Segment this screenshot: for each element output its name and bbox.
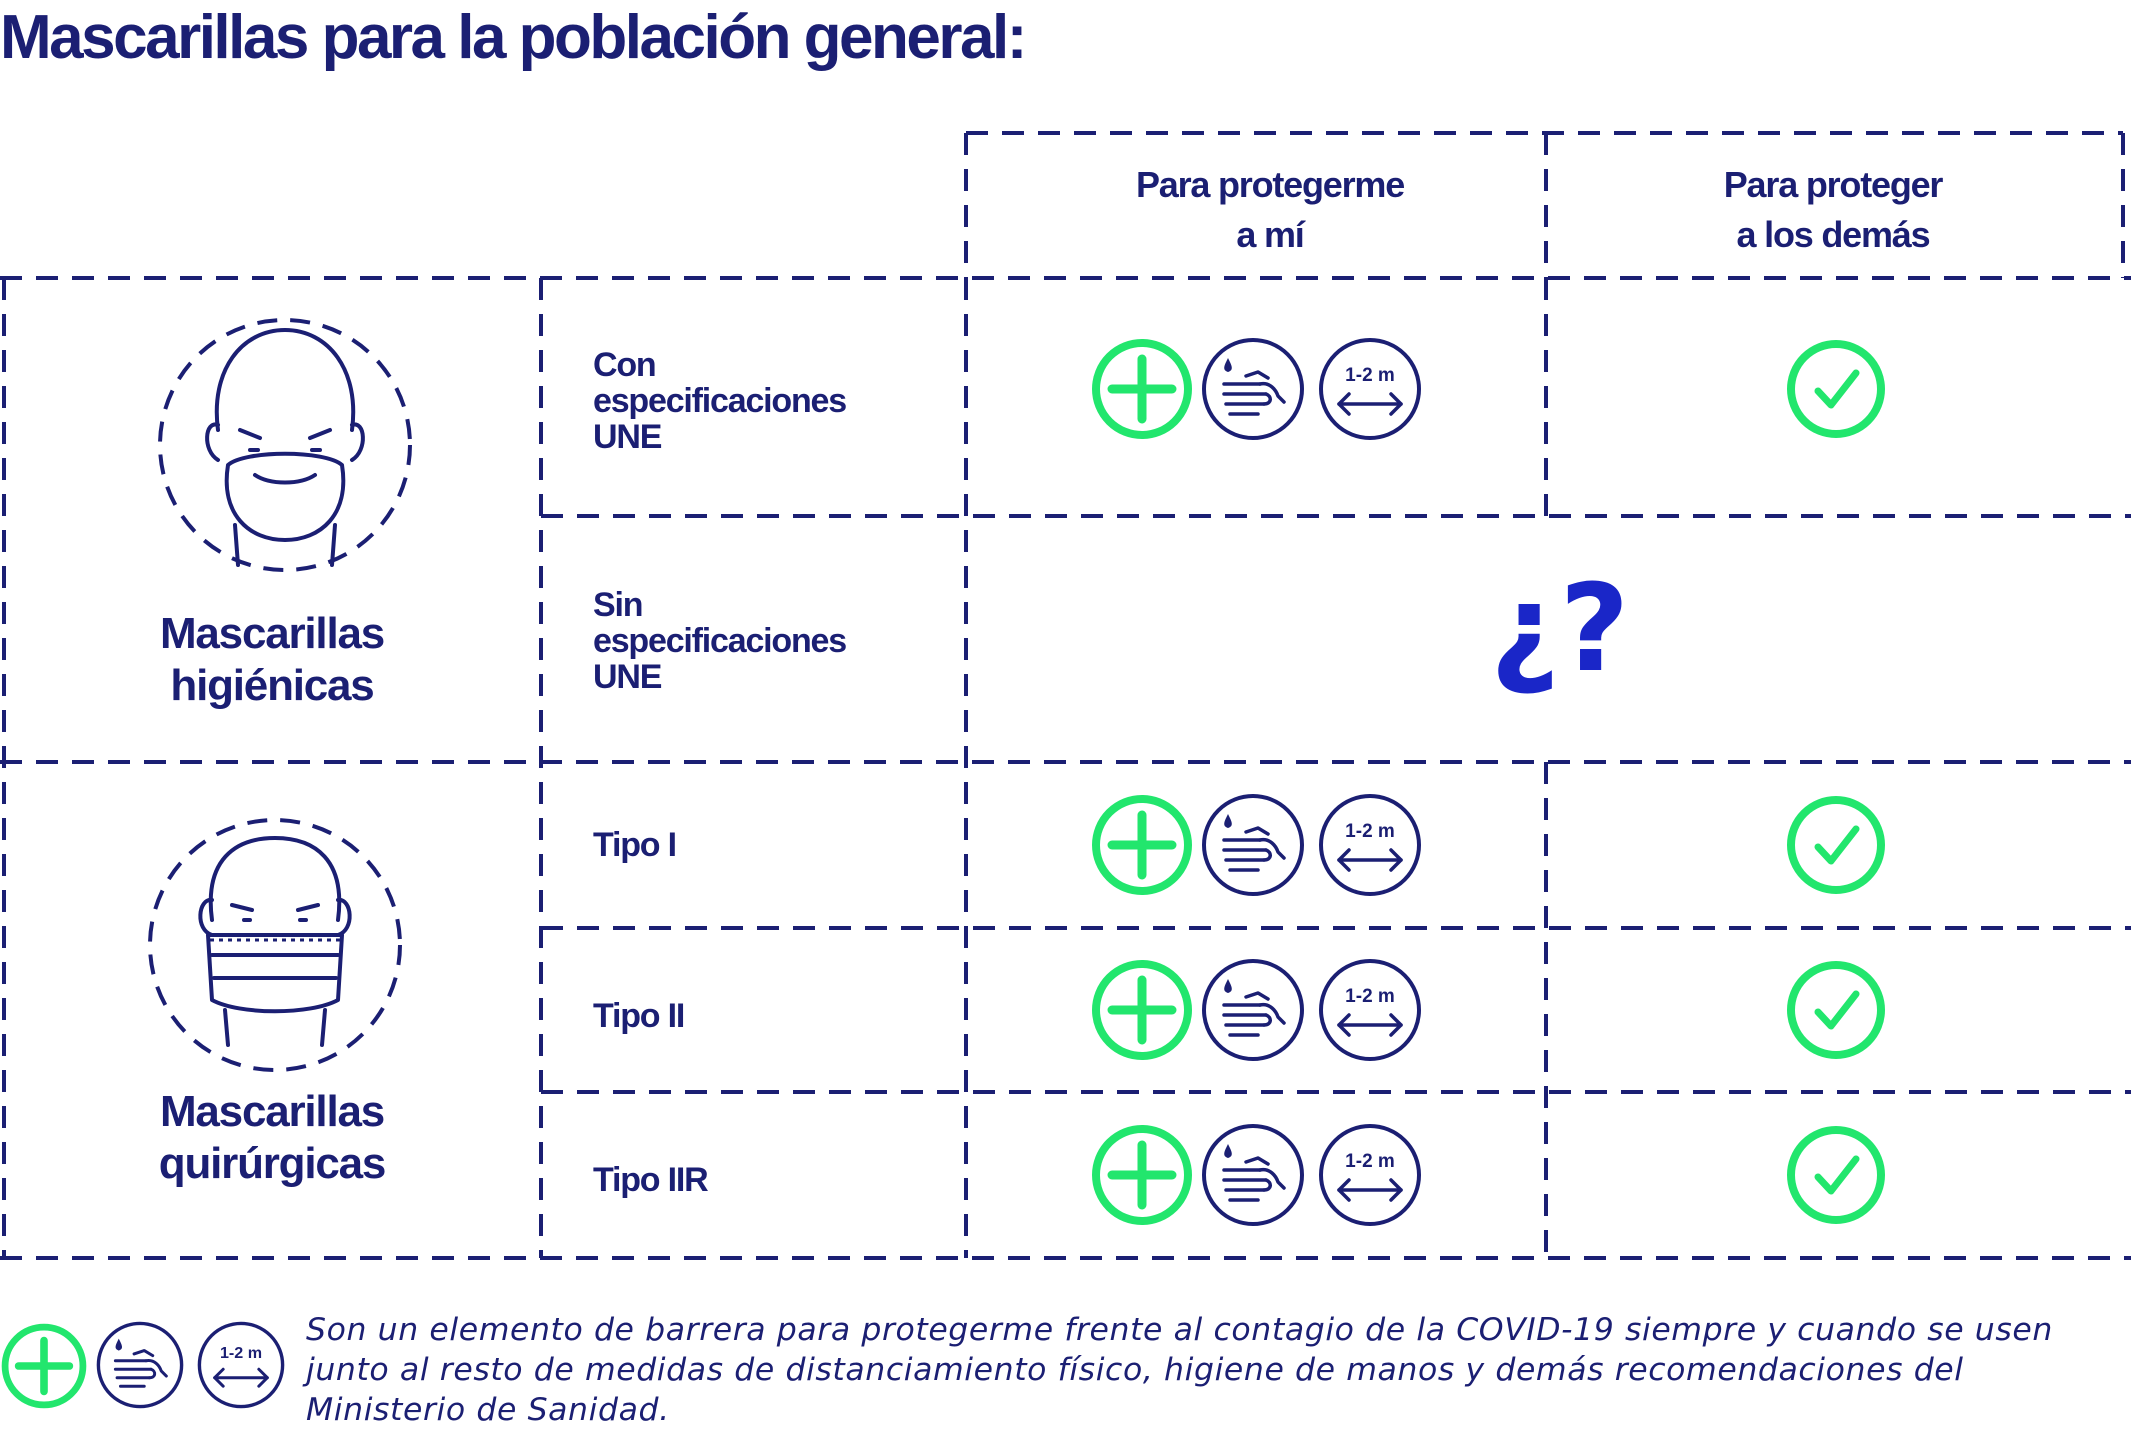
green-check-icon bbox=[1787, 796, 1885, 894]
surgical-mask-face-icon bbox=[148, 818, 402, 1072]
distance-icon: 1-2 m bbox=[1319, 1124, 1421, 1226]
row-label-line: especificaciones bbox=[593, 622, 847, 660]
green-plus-icon bbox=[1092, 795, 1192, 895]
distance-icon: 1-2 m bbox=[1319, 338, 1421, 440]
handwash-icon bbox=[1202, 338, 1304, 440]
column-header-line: a los demás bbox=[1736, 214, 1931, 255]
row-label-con-une: Con especificaciones UNE bbox=[593, 346, 847, 456]
distance-label: 1-2 m bbox=[220, 1344, 262, 1362]
group-label-surgical: Mascarillas quirúrgicas bbox=[52, 1086, 492, 1190]
handwash-icon bbox=[1202, 1124, 1304, 1226]
group-label-line: Mascarillas bbox=[159, 1087, 385, 1136]
column-header-protect-me: Para protegerme a mí bbox=[990, 160, 1550, 260]
distance-icon: 1-2 m bbox=[1319, 959, 1421, 1061]
group-label-line: higiénicas bbox=[170, 661, 374, 710]
distance-icon: 1-2 m bbox=[197, 1321, 285, 1409]
green-plus-icon bbox=[1, 1323, 87, 1409]
group-label-line: quirúrgicas bbox=[158, 1139, 387, 1188]
legend-text: Son un elemento de barrera para proteger… bbox=[306, 1312, 2053, 1428]
column-header-line: a mí bbox=[1236, 214, 1304, 255]
row-label-line: Sin bbox=[593, 586, 643, 624]
distance-icon: 1-2 m bbox=[1319, 794, 1421, 896]
page-title: Mascarillas para la población general: bbox=[0, 3, 1027, 72]
handwash-icon bbox=[1202, 959, 1304, 1061]
row-label-line: UNE bbox=[593, 658, 662, 696]
row-label-tipo-2: Tipo II bbox=[593, 997, 685, 1035]
green-check-icon bbox=[1787, 340, 1885, 438]
green-check-icon bbox=[1787, 1126, 1885, 1224]
green-check-icon bbox=[1787, 961, 1885, 1059]
distance-label: 1-2 m bbox=[1345, 1151, 1395, 1172]
group-label-line: Mascarillas bbox=[159, 609, 385, 658]
column-header-line: Para protegerme bbox=[1135, 164, 1405, 205]
row-label-tipo-1: Tipo I bbox=[593, 826, 677, 864]
unknown-question-mark: ¿? bbox=[1490, 560, 1630, 699]
handwash-icon bbox=[1202, 794, 1304, 896]
green-plus-icon bbox=[1092, 339, 1192, 439]
row-label-line: UNE bbox=[593, 418, 662, 456]
distance-label: 1-2 m bbox=[1345, 365, 1395, 386]
row-label-tipo-2r: Tipo IIR bbox=[593, 1161, 709, 1199]
column-header-protect-others: Para proteger a los demás bbox=[1553, 160, 2113, 260]
row-label-line: Con bbox=[593, 346, 657, 384]
column-header-line: Para proteger bbox=[1723, 164, 1944, 205]
hygienic-mask-face-icon bbox=[158, 318, 412, 572]
row-label-sin-une: Sin especificaciones UNE bbox=[593, 586, 847, 696]
group-label-hygienic: Mascarillas higiénicas bbox=[52, 608, 492, 712]
row-label-line: especificaciones bbox=[593, 382, 847, 420]
handwash-icon bbox=[96, 1321, 184, 1409]
distance-label: 1-2 m bbox=[1345, 986, 1395, 1007]
green-plus-icon bbox=[1092, 960, 1192, 1060]
green-plus-icon bbox=[1092, 1125, 1192, 1225]
distance-label: 1-2 m bbox=[1345, 821, 1395, 842]
